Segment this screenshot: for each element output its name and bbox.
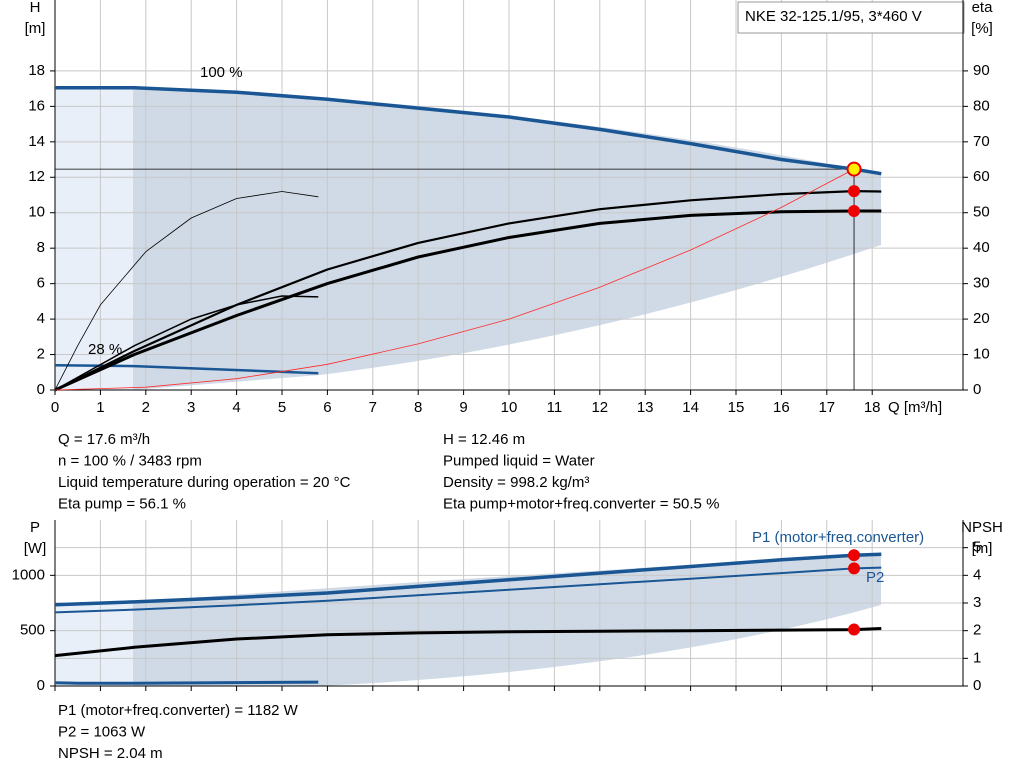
result-text: Density = 998.2 kg/m³ — [443, 474, 589, 491]
x-axis-label: Q [m³/h] — [888, 399, 942, 416]
curve — [54, 627, 882, 658]
y2-axis-label: NPSH — [961, 519, 1003, 536]
x-tick-label: 8 — [414, 399, 422, 416]
y-axis-label: [m] — [25, 20, 46, 37]
y2-axis-label: [%] — [971, 20, 993, 37]
result-text: Liquid temperature during operation = 20… — [58, 474, 351, 491]
result-text: Pumped liquid = Water — [443, 452, 595, 469]
y2-tick-label: 0 — [973, 381, 981, 398]
x-tick-label: 14 — [682, 399, 699, 416]
y2-axis-label: [m] — [972, 540, 993, 557]
y-tick-label: 14 — [28, 133, 45, 150]
y-tick-label: 18 — [28, 62, 45, 79]
x-tick-label: 15 — [728, 399, 745, 416]
curve — [54, 191, 319, 391]
y-axis-label: [W] — [24, 540, 47, 557]
x-tick-label: 17 — [818, 399, 835, 416]
y2-tick-label: 4 — [973, 566, 981, 583]
y2-tick-label: 80 — [973, 97, 990, 114]
y-axis-label: P — [30, 519, 40, 536]
y-tick-label: 1000 — [12, 566, 45, 583]
range-area-light — [55, 602, 133, 686]
x-tick-label: 10 — [501, 399, 518, 416]
curve — [54, 168, 855, 391]
operating-dot — [848, 623, 861, 636]
result-text: n = 100 % / 3483 rpm — [58, 452, 202, 469]
x-tick-label: 18 — [864, 399, 881, 416]
x-tick-label: 3 — [187, 399, 195, 416]
result-text: Eta pump+motor+freq.converter = 50.5 % — [443, 495, 719, 512]
result-text: NPSH = 2.04 m — [58, 745, 163, 762]
x-tick-label: 6 — [323, 399, 331, 416]
y-tick-label: 16 — [28, 97, 45, 114]
y2-tick-label: 2 — [973, 622, 981, 639]
operating-point — [846, 161, 862, 177]
range-area-light — [55, 88, 133, 390]
y2-tick-label: 70 — [973, 133, 990, 150]
range-area — [133, 554, 881, 686]
x-tick-label: 2 — [142, 399, 150, 416]
x-tick-label: 0 — [51, 399, 59, 416]
y-tick-label: 4 — [37, 310, 45, 327]
x-tick-label: 16 — [773, 399, 790, 416]
result-text: H = 12.46 m — [443, 431, 525, 448]
operating-dot — [848, 549, 861, 562]
y2-tick-label: 1 — [973, 649, 981, 666]
series-label: P2 — [866, 569, 884, 586]
result-text: Q = 17.6 m³/h — [58, 431, 150, 448]
curve — [54, 566, 882, 614]
operating-dot — [848, 562, 861, 575]
curve — [55, 86, 882, 176]
y2-tick-label: 0 — [973, 677, 981, 694]
y-axis-label: H — [30, 0, 41, 16]
x-tick-label: 12 — [591, 399, 608, 416]
series-label: 100 % — [200, 64, 243, 81]
curve — [54, 190, 882, 391]
y2-tick-label: 60 — [973, 168, 990, 185]
y2-tick-label: 40 — [973, 239, 990, 256]
y2-tick-label: 90 — [973, 62, 990, 79]
x-tick-label: 7 — [369, 399, 377, 416]
curve — [54, 680, 319, 685]
series-label: 28 % — [88, 341, 122, 358]
y2-tick-label: 3 — [973, 594, 981, 611]
result-text: P2 = 1063 W — [58, 723, 146, 740]
y-tick-label: 2 — [37, 346, 45, 363]
result-text: Eta pump = 56.1 % — [58, 495, 186, 512]
y2-tick-label: 30 — [973, 275, 990, 292]
y-tick-label: 0 — [37, 381, 45, 398]
y-tick-label: 10 — [28, 204, 45, 221]
y2-axis-label: eta — [972, 0, 994, 16]
y2-tick-label: 5 — [973, 539, 981, 556]
curve — [54, 552, 882, 607]
y2-tick-label: 50 — [973, 204, 990, 221]
y-tick-label: 0 — [37, 677, 45, 694]
operating-dot — [848, 204, 861, 217]
y2-tick-label: 20 — [973, 310, 990, 327]
series-label: P1 (motor+freq.converter) — [752, 529, 924, 546]
x-tick-label: 5 — [278, 399, 286, 416]
curve — [54, 363, 319, 375]
y-tick-label: 6 — [37, 275, 45, 292]
x-tick-label: 9 — [459, 399, 467, 416]
y-tick-label: 500 — [20, 622, 45, 639]
x-tick-label: 13 — [637, 399, 654, 416]
y2-tick-label: 10 — [973, 346, 990, 363]
x-tick-label: 1 — [96, 399, 104, 416]
curve — [54, 209, 882, 392]
title-box — [737, 1, 965, 34]
chart-title: NKE 32-125.1/95, 3*460 V — [745, 8, 922, 25]
y-tick-label: 8 — [37, 239, 45, 256]
result-text: P1 (motor+freq.converter) = 1182 W — [58, 702, 299, 719]
x-tick-label: 4 — [232, 399, 240, 416]
x-tick-label: 11 — [547, 399, 563, 416]
operating-dot — [848, 185, 861, 198]
y-tick-label: 12 — [28, 168, 45, 185]
